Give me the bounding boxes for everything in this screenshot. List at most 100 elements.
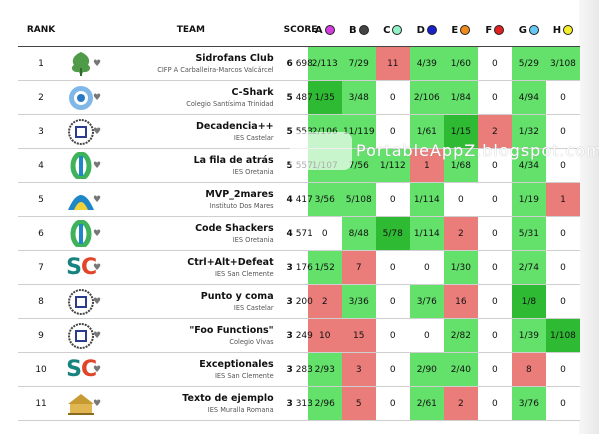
- problem-cell-g[interactable]: 5/29: [511, 46, 546, 81]
- problem-cell-a[interactable]: 2/93: [307, 352, 342, 387]
- favorite-heart-icon[interactable]: ♥: [86, 114, 108, 149]
- problem-cell-g[interactable]: 4/34: [511, 148, 546, 183]
- favorite-heart-icon[interactable]: ♥: [86, 284, 108, 319]
- problem-cell-e[interactable]: 2: [443, 216, 478, 251]
- problem-cell-g[interactable]: 1/8: [511, 284, 546, 319]
- problem-cell-h[interactable]: 0: [545, 386, 580, 421]
- problem-cell-h[interactable]: 1: [545, 182, 580, 217]
- problem-cell-b[interactable]: 15: [341, 318, 376, 353]
- problem-cell-e[interactable]: 2: [443, 386, 478, 421]
- problem-cell-a[interactable]: 0: [307, 216, 342, 251]
- problem-cell-d[interactable]: 2/106: [409, 80, 444, 115]
- problem-cell-d[interactable]: 0: [409, 250, 444, 285]
- problem-cell-h[interactable]: 0: [545, 216, 580, 251]
- problem-cell-b[interactable]: 5: [341, 386, 376, 421]
- team-row[interactable]: 6 ♥ Code Shackers IES Oretania 4 571 0 8/48 5/78…: [18, 216, 580, 251]
- problem-cell-h[interactable]: 0: [545, 80, 580, 115]
- problem-cell-a[interactable]: 1/35: [307, 80, 342, 115]
- problem-cell-f[interactable]: 0: [477, 284, 512, 319]
- problem-cell-b[interactable]: 3: [341, 352, 376, 387]
- favorite-heart-icon[interactable]: ♥: [86, 318, 108, 353]
- problem-cell-h[interactable]: 0: [545, 250, 580, 285]
- problem-cell-b[interactable]: 3/36: [341, 284, 376, 319]
- problem-cell-e[interactable]: 2/82: [443, 318, 478, 353]
- problem-cell-e[interactable]: 1/68: [443, 148, 478, 183]
- problem-cell-d[interactable]: 4/39: [409, 46, 444, 81]
- problem-cell-h[interactable]: 0: [545, 114, 580, 149]
- problem-cell-d[interactable]: 0: [409, 318, 444, 353]
- problem-cell-a[interactable]: 2: [307, 284, 342, 319]
- problem-cell-d[interactable]: 1/114: [409, 216, 444, 251]
- problem-cell-f[interactable]: 0: [477, 216, 512, 251]
- problem-cell-g[interactable]: 2/74: [511, 250, 546, 285]
- problem-cell-f[interactable]: 0: [477, 352, 512, 387]
- problem-cell-a[interactable]: 10: [307, 318, 342, 353]
- problem-cell-f[interactable]: 0: [477, 182, 512, 217]
- problem-cell-c[interactable]: 0: [375, 182, 410, 217]
- team-row[interactable]: 2 ♥ C-Shark Colegio Santísima Trinidad 5 487 1…: [18, 80, 580, 115]
- problem-cell-d[interactable]: 1: [409, 148, 444, 183]
- problem-cell-g[interactable]: 1/19: [511, 182, 546, 217]
- problem-cell-b[interactable]: 7/29: [341, 46, 376, 81]
- problem-cell-f[interactable]: 0: [477, 250, 512, 285]
- problem-cell-d[interactable]: 1/61: [409, 114, 444, 149]
- problem-cell-g[interactable]: 1/32: [511, 114, 546, 149]
- problem-cell-c[interactable]: 11: [375, 46, 410, 81]
- problem-header-a[interactable]: A: [307, 14, 342, 47]
- problem-cell-b[interactable]: 7: [341, 250, 376, 285]
- problem-cell-f[interactable]: 0: [477, 80, 512, 115]
- problem-header-d[interactable]: D: [409, 14, 444, 47]
- problem-cell-c[interactable]: 0: [375, 318, 410, 353]
- problem-cell-c[interactable]: 0: [375, 284, 410, 319]
- problem-cell-e[interactable]: 1/30: [443, 250, 478, 285]
- team-row[interactable]: 5 ♥ MVP_2mares Instituto Dos Mares 4 417 3/56 5…: [18, 182, 580, 217]
- problem-cell-e[interactable]: 1/84: [443, 80, 478, 115]
- problem-cell-f[interactable]: 2: [477, 114, 512, 149]
- problem-cell-d[interactable]: 1/114: [409, 182, 444, 217]
- favorite-heart-icon[interactable]: ♥: [86, 148, 108, 183]
- problem-cell-e[interactable]: 16: [443, 284, 478, 319]
- problem-header-h[interactable]: H: [545, 14, 580, 47]
- problem-cell-h[interactable]: 0: [545, 284, 580, 319]
- problem-header-e[interactable]: E: [443, 14, 478, 47]
- favorite-heart-icon[interactable]: ♥: [86, 216, 108, 251]
- team-row[interactable]: 8 ♥ Punto y coma IES Castelar 3 200 2 3/36 0 3/76…: [18, 284, 580, 319]
- problem-cell-c[interactable]: 0: [375, 352, 410, 387]
- problem-cell-g[interactable]: 3/76: [511, 386, 546, 421]
- problem-cell-g[interactable]: 1/39: [511, 318, 546, 353]
- problem-cell-c[interactable]: 0: [375, 386, 410, 421]
- problem-cell-a[interactable]: 2/113: [307, 46, 342, 81]
- favorite-heart-icon[interactable]: ♥: [86, 250, 108, 285]
- problem-cell-e[interactable]: 2/40: [443, 352, 478, 387]
- team-row[interactable]: 3♥Decadencia++IES Castelar55532/10611/11…: [18, 114, 580, 149]
- problem-cell-e[interactable]: 1/60: [443, 46, 478, 81]
- problem-header-b[interactable]: B: [341, 14, 376, 47]
- team-row[interactable]: 7 SC ♥ Ctrl+Alt+Defeat IES San Clemente 3 176 1…: [18, 250, 580, 285]
- problem-cell-f[interactable]: 0: [477, 46, 512, 81]
- favorite-heart-icon[interactable]: ♥: [86, 80, 108, 115]
- problem-cell-e[interactable]: 0: [443, 182, 478, 217]
- problem-cell-f[interactable]: 0: [477, 318, 512, 353]
- problem-cell-c[interactable]: 0: [375, 250, 410, 285]
- problem-cell-h[interactable]: 3/108: [545, 46, 580, 81]
- team-row[interactable]: 10 SC ♥ Exceptionales IES San Clemente 3 283 2/…: [18, 352, 580, 387]
- team-row[interactable]: 9 ♥ "Foo Functions" Colegio Vivas 3 249 10 15 0 0…: [18, 318, 580, 353]
- problem-cell-h[interactable]: 0: [545, 148, 580, 183]
- problem-cell-a[interactable]: 1/52: [307, 250, 342, 285]
- problem-cell-c[interactable]: 1/112: [375, 148, 410, 183]
- problem-cell-c[interactable]: 0: [375, 80, 410, 115]
- favorite-heart-icon[interactable]: ♥: [86, 352, 108, 387]
- problem-cell-d[interactable]: 3/76: [409, 284, 444, 319]
- problem-cell-c[interactable]: 5/78: [375, 216, 410, 251]
- problem-header-c[interactable]: C: [375, 14, 410, 47]
- problem-header-g[interactable]: G: [511, 14, 546, 47]
- favorite-heart-icon[interactable]: ♥: [86, 46, 108, 81]
- problem-cell-g[interactable]: 8: [511, 352, 546, 387]
- problem-cell-d[interactable]: 2/61: [409, 386, 444, 421]
- problem-header-f[interactable]: F: [477, 14, 512, 47]
- problem-cell-d[interactable]: 2/90: [409, 352, 444, 387]
- problem-cell-b[interactable]: 8/48: [341, 216, 376, 251]
- problem-cell-g[interactable]: 4/94: [511, 80, 546, 115]
- problem-cell-a[interactable]: 2/96: [307, 386, 342, 421]
- team-row[interactable]: 11 ♥ Texto de ejemplo IES Muralla Romana 3 31…: [18, 386, 580, 421]
